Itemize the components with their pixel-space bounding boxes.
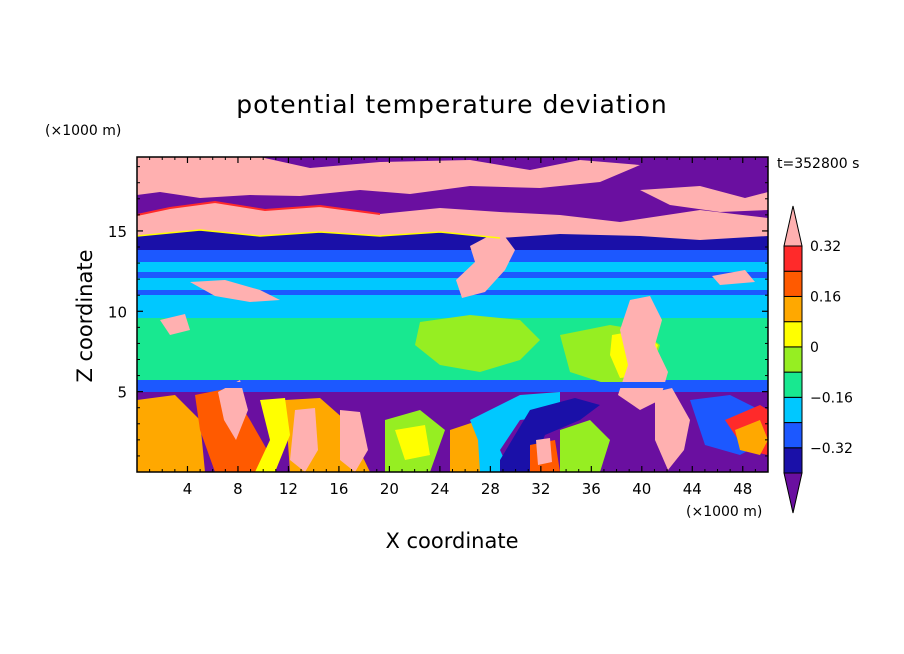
y-tick-label: 15 (108, 223, 127, 241)
colorbar-swatch (783, 396, 803, 424)
x-axis-label: X coordinate (385, 529, 518, 553)
y-tick-label: 5 (117, 384, 127, 402)
contour-field (137, 157, 768, 472)
x-tick-label: 32 (531, 480, 550, 498)
x-tick-label: 8 (233, 480, 243, 498)
lower-orange-patch (735, 420, 768, 455)
x-tick-label: 40 (632, 480, 651, 498)
colorbar-tick-label: −0.16 (810, 390, 853, 406)
colorbar-swatch (783, 295, 803, 323)
x-tick-label: 36 (582, 480, 601, 498)
colorbar-tick-label: 0 (810, 340, 819, 356)
upper-pink-patch (456, 230, 515, 298)
colorbar-extend-top (783, 205, 803, 247)
x-unit-label: (×1000 m) (686, 504, 762, 520)
colorbar: −0.32 −0.16 0 0.16 0.32 (783, 205, 853, 514)
colorbar-extend-bottom (783, 472, 803, 514)
lower-pink-column (536, 438, 552, 465)
band-mid-cyan2 (137, 278, 768, 290)
colorbar-swatch (783, 422, 803, 449)
upper-pink-patch (190, 280, 280, 302)
colorbar-swatch (783, 245, 803, 272)
lower-yellow-patch (255, 398, 290, 472)
x-tick-label: 16 (329, 480, 348, 498)
colorbar-swatch (783, 321, 803, 348)
x-tick-label: 44 (683, 480, 702, 498)
upper-pink-patch (137, 157, 640, 198)
x-tick-label: 20 (380, 480, 399, 498)
colorbar-swatch (783, 346, 803, 373)
y-axis-label: Z coordinate (73, 249, 97, 382)
colorbar-swatch (783, 270, 803, 297)
colorbar-tick-label: −0.32 (810, 441, 853, 457)
time-label: t=352800 s (777, 156, 859, 172)
mid-pink-column (618, 296, 668, 410)
x-tick-label: 28 (481, 480, 500, 498)
colorbar-tick-label: 0.32 (810, 239, 841, 255)
lower-pink-column (655, 388, 690, 470)
chart-title: potential temperature deviation (236, 90, 667, 119)
lower-pink-column (340, 410, 368, 472)
lower-yellowgreen-patch (560, 420, 610, 472)
colorbar-tick-label: 0.16 (810, 289, 841, 305)
lower-pink-column (218, 380, 248, 440)
mid-pink-spot (160, 314, 190, 335)
upper-pink-patch (640, 186, 768, 212)
lower-orange-patch (137, 395, 205, 472)
mid-yellowgreen-patch (415, 315, 540, 372)
band-mid-cyan (137, 262, 768, 272)
upper-pink-patch (712, 270, 755, 285)
y-axis: 5 10 15 (108, 166, 768, 457)
lower-yellow-patch (395, 425, 430, 460)
x-tick-label: 48 (733, 480, 752, 498)
x-tick-label: 12 (279, 480, 298, 498)
upper-red-edge (137, 200, 381, 216)
x-axis: 4 8 12 16 20 24 28 32 36 40 44 48 (149, 157, 756, 498)
upper-yellow-edge (137, 229, 501, 239)
y-unit-label: (×1000 m) (45, 123, 121, 139)
lower-pink-column (290, 408, 318, 472)
colorbar-swatch (783, 371, 803, 398)
y-tick-label: 10 (108, 303, 127, 321)
x-tick-label: 4 (183, 480, 193, 498)
lower-darkblue-swirl (500, 398, 600, 472)
upper-pink-patch (137, 202, 768, 240)
colorbar-swatch (783, 447, 803, 474)
x-tick-label: 24 (430, 480, 449, 498)
